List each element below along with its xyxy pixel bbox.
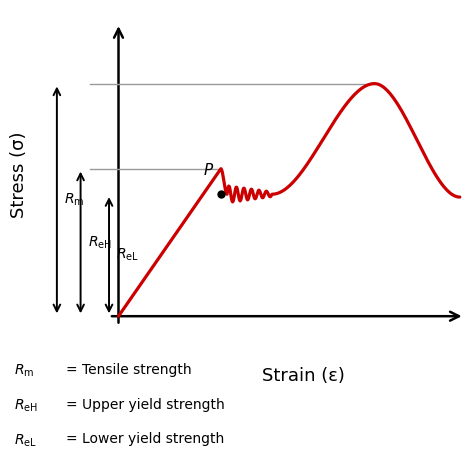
Text: $P$: $P$ [203, 162, 215, 178]
Text: Stress (σ): Stress (σ) [10, 131, 28, 218]
Text: $R_{\rm eL}$: $R_{\rm eL}$ [14, 432, 37, 449]
Text: $R_{\rm eL}$: $R_{\rm eL}$ [116, 247, 139, 263]
Text: = Lower yield strength: = Lower yield strength [66, 432, 225, 446]
Text: $R_{\rm eH}$: $R_{\rm eH}$ [88, 234, 112, 251]
Text: = Upper yield strength: = Upper yield strength [66, 398, 225, 412]
Text: $R_{\rm eH}$: $R_{\rm eH}$ [14, 398, 38, 414]
Text: $R_{\rm m}$: $R_{\rm m}$ [14, 363, 35, 379]
Text: $R_{\rm m}$: $R_{\rm m}$ [64, 192, 84, 208]
FancyArrowPatch shape [112, 312, 459, 321]
Text: Strain (ε): Strain (ε) [262, 367, 345, 385]
Text: = Tensile strength: = Tensile strength [66, 363, 192, 377]
FancyArrowPatch shape [114, 29, 123, 323]
